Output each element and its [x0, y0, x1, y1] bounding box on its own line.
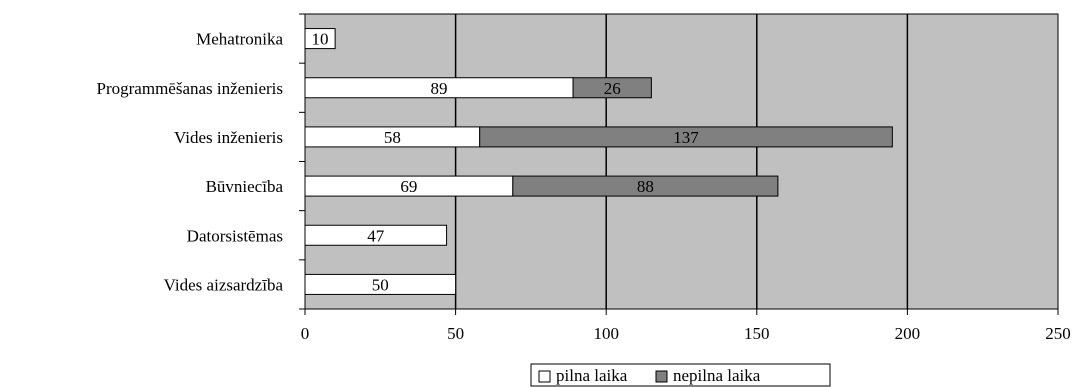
data-label-nepilna-laika-vides-inzenieris: 137: [673, 128, 699, 147]
legend-label-nepilna-laika: nepilna laika: [673, 366, 761, 385]
legend-swatch-pilna-laika: [538, 370, 551, 383]
data-label-nepilna-laika-buvnieciba: 88: [637, 177, 654, 196]
bars: 10 89 26 58 137 69 88 47 50: [304, 28, 893, 295]
x-tick-label-0: 0: [301, 324, 310, 343]
legend-box: [530, 363, 831, 387]
x-tick-label-50: 50: [447, 324, 464, 343]
x-tick-label-250: 250: [1045, 324, 1071, 343]
data-label-nepilna-laika-programmesanas-inzenieris: 26: [604, 79, 621, 98]
x-tick-label-200: 200: [895, 324, 921, 343]
bar-pilna-laika-datorsistemas: [304, 224, 448, 246]
bar-pilna-laika-vides-aizsardziba: [304, 273, 457, 295]
data-label-pilna-laika-programmesanas-inzenieris: 89: [431, 79, 448, 98]
bar-nepilna-laika-vides-inzenieris: [479, 126, 893, 148]
bar-pilna-laika-mehatronika: [304, 28, 336, 50]
legend-swatch-nepilna-laika: [655, 370, 668, 383]
category-label-vides-aizsardziba: Vides aizsardzība: [164, 275, 284, 294]
data-label-pilna-laika-vides-aizsardziba: 50: [372, 275, 389, 294]
x-axis-ticks: 0 50 100 150 200 250: [301, 309, 1071, 343]
data-label-pilna-laika-mehatronika: 10: [312, 30, 329, 49]
gridlines: [299, 13, 909, 310]
data-label-pilna-laika-vides-inzenieris: 58: [384, 128, 401, 147]
bar-nepilna-laika-buvnieciba: [512, 175, 779, 197]
x-tick-label-150: 150: [744, 324, 770, 343]
category-label-vides-inzenieris: Vides inženieris: [174, 128, 283, 147]
x-tick-label-100: 100: [593, 324, 619, 343]
category-label-datorsistemas: Datorsistēmas: [187, 226, 283, 245]
category-label-buvnieciba: Būvniecība: [206, 177, 284, 196]
legend: pilna laika nepilna laika: [530, 363, 831, 387]
category-label-programmesanas-inzenieris: Programmēšanas inženieris: [97, 79, 283, 98]
legend-label-pilna-laika: pilna laika: [556, 366, 628, 385]
category-label-mehatronika: Mehatronika: [196, 30, 283, 49]
plot-area: [304, 13, 1059, 310]
category-labels: Mehatronika Programmēšanas inženieris Vide…: [97, 30, 284, 295]
bar-nepilna-laika-programmesanas-inzenieris: [572, 77, 652, 99]
data-label-pilna-laika-buvnieciba: 69: [400, 177, 417, 196]
data-label-pilna-laika-datorsistemas: 47: [367, 226, 385, 245]
